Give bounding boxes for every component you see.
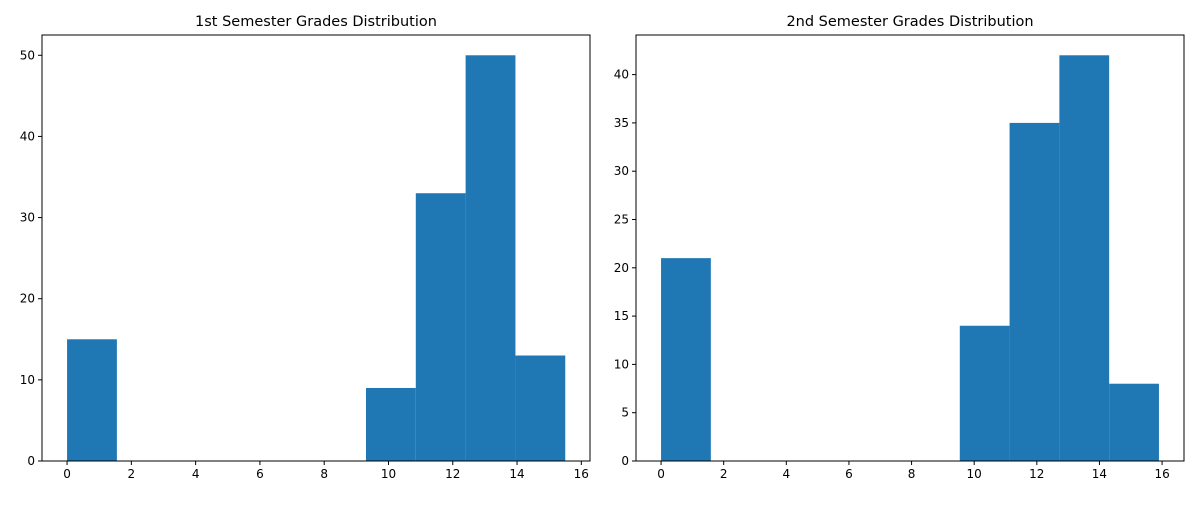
y-tick-label: 30 <box>20 211 35 225</box>
y-tick-label: 15 <box>614 309 629 323</box>
x-tick-label: 14 <box>509 467 524 481</box>
x-tick-label: 8 <box>908 467 916 481</box>
histogram-bar <box>1059 55 1110 462</box>
histogram-bar <box>415 193 466 461</box>
y-tick-label: 50 <box>20 48 35 62</box>
x-tick-label: 2 <box>128 467 136 481</box>
y-tick-label: 0 <box>621 454 629 468</box>
x-tick-label: 16 <box>574 467 589 481</box>
y-tick-label: 40 <box>614 68 629 82</box>
y-tick-label: 10 <box>614 357 629 371</box>
y-tick-label: 25 <box>614 213 629 227</box>
histogram-bar <box>1109 383 1159 461</box>
y-tick-label: 40 <box>20 129 35 143</box>
left-panel: 0 2 4 6 8 10 12 14 16 0 10 20 30 40 50 1st Semester Gra… <box>20 14 591 481</box>
x-tick-label: 8 <box>320 467 328 481</box>
histogram-bar <box>67 339 117 461</box>
x-tick-label: 6 <box>845 467 853 481</box>
chart-title: 1st Semester Grades Distribution <box>195 14 437 30</box>
y-tick-label: 0 <box>27 454 35 468</box>
histogram-bar <box>661 258 711 461</box>
x-tick-label: 2 <box>720 467 728 481</box>
x-tick-label: 0 <box>63 467 71 481</box>
y-tick-label: 10 <box>20 373 35 387</box>
y-tick-label: 5 <box>621 406 629 420</box>
x-tick-label: 10 <box>381 467 396 481</box>
y-tick-label: 35 <box>614 116 629 130</box>
x-tick-label: 12 <box>1029 467 1044 481</box>
histogram-bar <box>959 325 1010 461</box>
x-tick-label: 10 <box>967 467 982 481</box>
x-tick-label: 6 <box>256 467 264 481</box>
y-tick-label: 20 <box>20 292 35 306</box>
histogram-bar <box>365 387 416 461</box>
x-tick-label: 0 <box>657 467 665 481</box>
y-tick-label: 30 <box>614 164 629 178</box>
x-tick-label: 4 <box>192 467 200 481</box>
chart-title: 2nd Semester Grades Distribution <box>786 14 1033 30</box>
histogram-bar <box>515 355 566 461</box>
y-tick-label: 20 <box>614 261 629 275</box>
x-tick-label: 14 <box>1092 467 1107 481</box>
histogram-bar <box>1009 122 1060 462</box>
x-tick-label: 4 <box>782 467 790 481</box>
histogram-bar <box>465 55 516 462</box>
x-tick-label: 12 <box>445 467 460 481</box>
right-panel: 0 2 4 6 8 10 12 14 16 0 5 10 15 20 25 30 35 40 2nd Semeste… <box>614 14 1185 481</box>
x-tick-label: 16 <box>1154 467 1169 481</box>
axes-frame <box>41 34 591 462</box>
axes-frame <box>635 34 1185 462</box>
